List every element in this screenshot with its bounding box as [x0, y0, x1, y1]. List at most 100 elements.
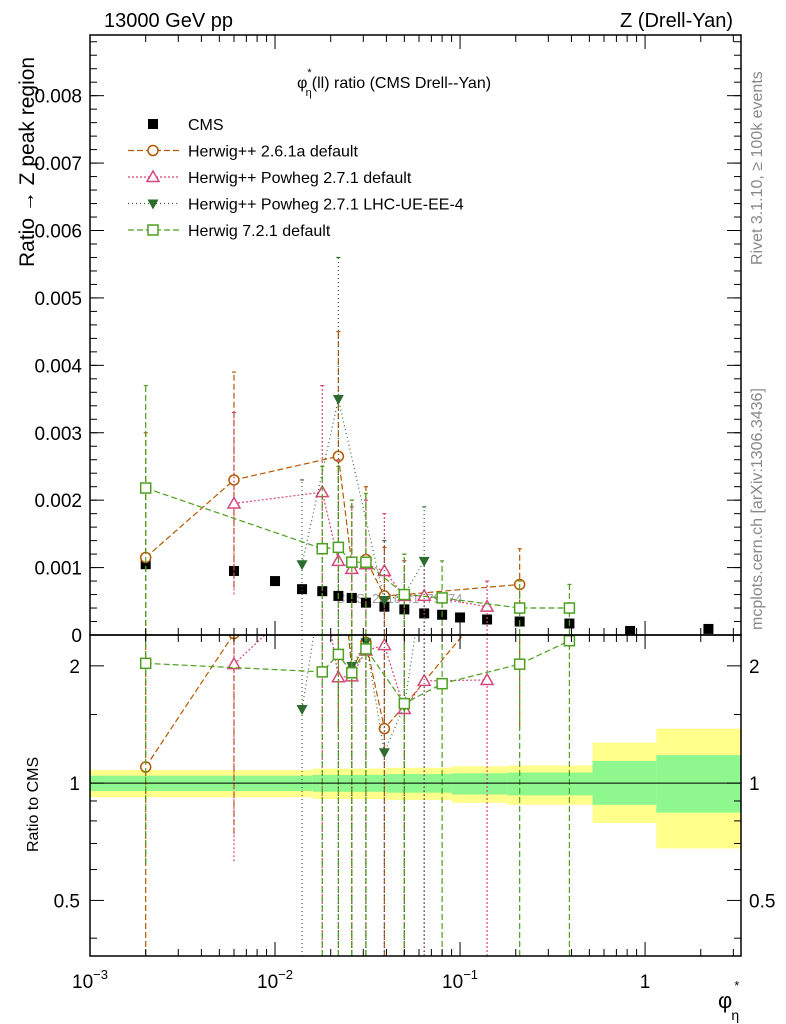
top-line-herwig-powheg-2-7-1-lhc-ue-ee-4: [301, 398, 425, 601]
plot-title-sup: *: [307, 67, 312, 79]
x-axis-label-sup: *: [734, 978, 739, 993]
top-y-tick-label: 0.005: [34, 289, 82, 310]
top-point-herwig-7-2-1-default: [316, 542, 329, 555]
top-point-herwig-powheg-2-7-1-default: [416, 588, 432, 602]
mcplots-label: mcplots.cern.ch [arXiv:1306.3436]: [749, 388, 766, 630]
band-1sigma: [507, 772, 593, 796]
ratio-panel-series: [139, 635, 576, 956]
x-tick-label-base: 10: [257, 972, 278, 993]
top-point-herwig-powheg-2-7-1-lhc-ue-ee-4: [378, 595, 390, 606]
ratio-point-herwig-7-2-1-default: [316, 666, 329, 678]
ratio-point-herwig-7-2-1-default: [563, 635, 576, 647]
x-tick-label: 10−2: [257, 967, 293, 993]
ratio-point-herwig-7-2-1-default: [513, 658, 526, 670]
legend-marker: [147, 224, 159, 236]
x-axis-label-phi: φ: [718, 988, 732, 1013]
x-tick-label-base: 10: [72, 972, 93, 993]
ratio-point-herwig-powheg-2-7-1-default: [416, 673, 432, 687]
top-point-herwig-powheg-2-7-1-lhc-ue-ee-4: [296, 560, 308, 571]
top-point-cms: [297, 584, 308, 595]
ratio-y-tick-label-right: 1: [749, 774, 760, 795]
top-point-herwig-7-2-1-default: [346, 556, 358, 568]
plot-title: φ* η(ll) ratio (CMS Drell--Yan): [297, 67, 491, 99]
top-point-herwig-2-6-1a-default: [228, 474, 240, 486]
top-series-herwig-powheg-2-7-1-lhc-ue-ee-4: [296, 256, 430, 635]
legend-entry-herwig-powheg-2-7-1-lhc-ue-ee-4: Herwig++ Powheg 2.7.1 LHC-UE-EE-4: [128, 197, 464, 214]
top-y-tick-label: 0.001: [34, 559, 82, 580]
ratio-point-herwig-7-2-1-default: [139, 657, 152, 670]
legend-marker: [145, 169, 161, 183]
x-axis-label: φ* η: [718, 978, 739, 1023]
top-y-axis-label: Ratio → Z peak region: [16, 57, 39, 267]
legend-label: Herwig 7.2.1 default: [188, 223, 331, 240]
top-point-cms: [703, 623, 714, 634]
header-left-label: 13000 GeV pp: [104, 10, 233, 32]
x-tick-label-exponent: −2: [278, 967, 293, 982]
ratio-point-herwig-7-2-1-default: [360, 643, 372, 655]
top-point-herwig-7-2-1-default: [398, 588, 411, 601]
ratio-panel-frame: [89, 634, 742, 957]
legend-label: CMS: [188, 117, 224, 134]
top-series-herwig-2-6-1a-default: [139, 331, 526, 635]
legend-marker: [148, 119, 158, 129]
top-point-cms: [317, 586, 328, 597]
legend-entry-cms: CMS: [148, 117, 224, 134]
x-tick-label-base: 10: [442, 972, 463, 993]
top-line-herwig-2-6-1a-default: [145, 455, 520, 597]
rivet-version-label: Rivet 3.1.10, ≥ 100k events: [749, 71, 766, 265]
band-1sigma: [451, 773, 508, 795]
x-tick-label: 10−1: [442, 967, 478, 993]
ratio-y-tick-label-right: 0.5: [749, 891, 775, 912]
ratio-point-herwig-powheg-2-7-1-lhc-ue-ee-4: [296, 704, 308, 715]
x-tick-label: 10−3: [72, 967, 108, 993]
band-1sigma: [656, 755, 741, 813]
top-y-tick-label: 0.006: [34, 222, 82, 243]
legend-entry-herwig-7-2-1-default: Herwig 7.2.1 default: [128, 223, 331, 240]
top-point-herwig-powheg-2-7-1-default: [479, 599, 495, 612]
legend-label: Herwig++ Powheg 2.7.1 LHC-UE-EE-4: [188, 197, 464, 214]
top-point-herwig-7-2-1-default: [332, 541, 345, 554]
legend-marker: [147, 199, 159, 210]
ratio-point-herwig-powheg-2-7-1-default: [479, 672, 495, 686]
ratio-point-herwig-7-2-1-default: [398, 697, 411, 710]
ratio-series-herwig-powheg-2-7-1-default: [226, 635, 495, 956]
header-right-label: Z (Drell-Yan): [620, 10, 733, 32]
top-point-cms: [140, 559, 151, 570]
x-tick-label: 1: [640, 972, 651, 993]
top-point-cms: [625, 625, 636, 635]
ratio-y-axis-label: Ratio to CMS: [25, 757, 42, 852]
top-point-cms: [270, 576, 281, 587]
top-point-herwig-7-2-1-default: [436, 592, 448, 604]
top-point-cms: [228, 565, 239, 576]
ratio-line-herwig-7-2-1-default: [145, 640, 570, 705]
top-y-tick-label: 0.003: [34, 424, 82, 445]
ratio-y-tick-label-left: 2: [69, 657, 80, 678]
ratio-point-herwig-powheg-2-7-1-default: [226, 656, 242, 670]
top-panel-series: [139, 256, 714, 635]
ratio-point-herwig-7-2-1-default: [332, 648, 345, 661]
legend-label: Herwig++ Powheg 2.7.1 default: [188, 170, 412, 187]
top-point-cms: [455, 612, 466, 623]
top-point-herwig-powheg-2-7-1-lhc-ue-ee-4: [332, 395, 344, 406]
top-point-herwig-7-2-1-default: [563, 602, 576, 614]
top-y-tick-label: 0.002: [34, 491, 82, 512]
legend: CMS Herwig++ 2.6.1a default Herwig++ Powhe…: [128, 117, 464, 240]
x-tick-label-exponent: −3: [93, 967, 108, 982]
legend-marker: [147, 144, 159, 157]
ratio-point-herwig-7-2-1-default: [436, 677, 448, 690]
x-tick-label-exponent: −1: [463, 967, 478, 982]
plot-title-phi: φ: [297, 75, 307, 92]
ratio-point-herwig-powheg-2-7-1-lhc-ue-ee-4: [378, 748, 390, 759]
ratio-y-tick-label-right: 2: [749, 657, 760, 678]
uncertainty-bands: [90, 728, 741, 849]
top-y-tick-label: 0: [71, 626, 82, 647]
x-axis-label-sub: η: [731, 1007, 739, 1023]
top-point-cms: [482, 614, 493, 625]
axes: 10−3 10−2 10−1 100.0010.0020.0030.0040.0050…: [34, 35, 775, 993]
ratio-y-tick-label-left: 1: [69, 774, 80, 795]
ratio-point-herwig-7-2-1-default: [346, 667, 358, 679]
top-series-herwig-7-2-1-default: [139, 384, 576, 635]
ratio-series-herwig-7-2-1-default: [139, 635, 576, 956]
ratio-point-herwig-powheg-2-7-1-default: [377, 637, 392, 651]
